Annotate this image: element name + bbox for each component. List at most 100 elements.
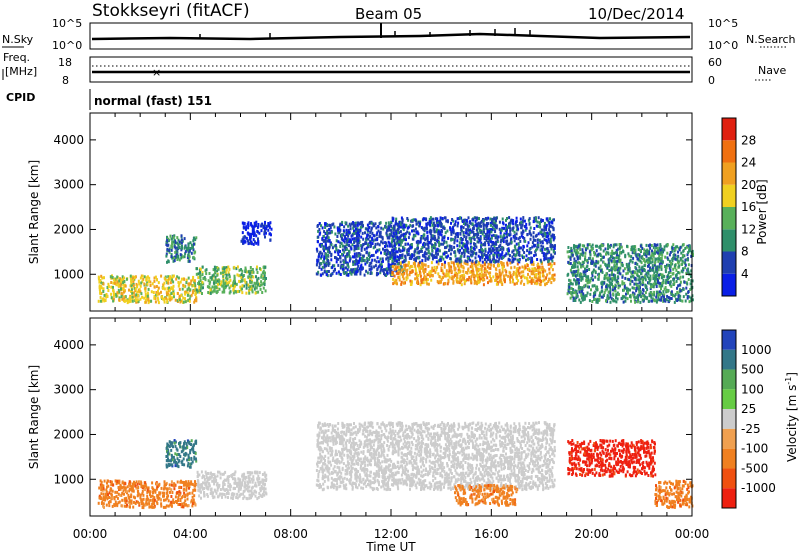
power-echo-cell <box>353 247 356 251</box>
power-echo-cell <box>527 241 530 245</box>
power-echo-cell <box>123 299 126 303</box>
power-echo-cell <box>414 234 417 238</box>
power-echo-cell <box>195 272 198 276</box>
power-echo-cell <box>547 237 550 241</box>
power-echo-cell <box>192 275 195 279</box>
power-echo-cell <box>533 254 536 258</box>
power-echo-cell <box>431 269 434 273</box>
power-echo-cell <box>673 294 676 298</box>
power-echo-cell <box>113 278 116 282</box>
power-echo-cell <box>436 247 439 251</box>
power-echo-cell <box>349 245 352 249</box>
power-echo-cell <box>650 295 653 299</box>
power-echo-cell <box>621 264 624 268</box>
power-echo-cell <box>508 225 510 229</box>
power-echo-cell <box>391 265 394 269</box>
power-echo-cell <box>526 278 529 282</box>
power-colorbar-segment <box>722 207 736 230</box>
power-echo-cell <box>456 217 459 221</box>
power-echo-cell <box>474 260 477 264</box>
power-echo-cell <box>527 257 529 261</box>
power-echo-cell <box>658 290 661 294</box>
power-echo-cell <box>459 255 462 259</box>
nsearch-tick-top: 10^5 <box>708 17 738 30</box>
power-echo-cell <box>546 235 548 239</box>
power-echo-cell <box>380 260 383 264</box>
power-echo-cell <box>245 270 248 274</box>
power-echo-cell <box>143 275 146 279</box>
power-echo-cell <box>677 271 680 274</box>
power-echo-cell <box>539 258 542 262</box>
power-echo-cell <box>192 248 195 252</box>
power-echo-cell <box>506 228 508 232</box>
power-echo-cell <box>214 268 216 271</box>
power-echo-cell <box>382 227 385 231</box>
power-echo-cell <box>415 256 418 260</box>
power-echo-cell <box>509 219 512 223</box>
power-echo-cell <box>485 260 488 264</box>
power-colorbar-tick: 12 <box>741 222 756 236</box>
power-echo-cell <box>427 282 430 286</box>
power-echo-cell <box>130 280 133 284</box>
power-echo-cell <box>322 239 325 242</box>
power-echo-cell <box>470 281 473 285</box>
power-echo-cell <box>461 244 464 248</box>
power-echo-cell <box>513 282 516 286</box>
power-echo-cell <box>130 284 133 288</box>
power-echo-cell <box>453 263 455 267</box>
power-echo-cell <box>244 226 247 230</box>
power-echo-cell <box>398 270 401 274</box>
power-echo-cell <box>376 271 378 275</box>
power-echo-cell <box>425 247 428 251</box>
power-echo-cell <box>213 287 216 291</box>
power-echo-cell <box>687 278 690 281</box>
power-echo-cell <box>532 269 535 273</box>
power-echo-cell <box>255 234 258 238</box>
power-echo-cell <box>550 281 553 285</box>
power-echo-cell <box>357 254 360 258</box>
power-echo-cell <box>166 298 169 302</box>
power-echo-cell <box>345 247 348 251</box>
power-echo-cell <box>391 256 394 260</box>
power-echo-cell <box>366 234 369 238</box>
power-echo-cell <box>522 229 524 233</box>
power-echo-cell <box>498 245 501 249</box>
power-echo-cell <box>257 276 260 280</box>
power-echo-cell <box>170 292 173 295</box>
power-echo-cell <box>631 286 634 290</box>
power-echo-cell <box>333 244 336 248</box>
power-echo-cell <box>567 260 570 264</box>
power-echo-cell <box>327 260 330 264</box>
power-echo-cell <box>442 242 445 246</box>
power-echo-cell <box>252 238 255 242</box>
power-echo-cell <box>194 238 197 242</box>
power-echo-cell <box>387 252 390 256</box>
power-echo-cell <box>356 241 359 245</box>
power-echo-cell <box>343 250 346 254</box>
power-echo-cell <box>532 220 535 224</box>
power-echo-cell <box>263 280 266 284</box>
power-echo-cell <box>369 241 372 245</box>
power-echo-cell <box>258 267 261 271</box>
power-echo-cell <box>467 267 470 271</box>
power-echo-cell <box>392 248 395 252</box>
power-echo-cell <box>315 272 318 276</box>
power-echo-cell <box>618 247 621 251</box>
power-echo-cell <box>441 270 444 274</box>
power-echo-cell <box>178 287 181 291</box>
power-echo-cell <box>398 220 401 224</box>
power-echo-cell <box>414 269 417 273</box>
power-echo-cell <box>465 231 467 235</box>
power-echo-cell <box>171 242 174 246</box>
power-echo-cell <box>325 256 328 260</box>
power-echo-cell <box>410 219 413 223</box>
nsearch-tick-bottom: 10^0 <box>708 39 738 52</box>
power-echo-cell <box>530 262 533 266</box>
power-echo-cell <box>197 289 199 293</box>
power-echo-cell <box>667 263 670 267</box>
power-echo-cell <box>494 234 497 238</box>
power-echo-cell <box>401 218 404 222</box>
power-echo-cell <box>592 278 594 282</box>
power-echo-cell <box>331 264 334 268</box>
power-echo-cell <box>483 253 486 257</box>
